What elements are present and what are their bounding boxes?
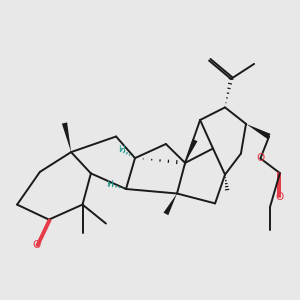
Text: O: O — [32, 240, 41, 250]
Polygon shape — [185, 139, 197, 163]
Polygon shape — [62, 122, 71, 152]
Text: O: O — [276, 192, 284, 203]
Polygon shape — [164, 194, 177, 215]
Text: H: H — [106, 180, 113, 189]
Text: O: O — [256, 153, 265, 164]
Polygon shape — [246, 124, 271, 139]
Text: H: H — [118, 146, 125, 154]
